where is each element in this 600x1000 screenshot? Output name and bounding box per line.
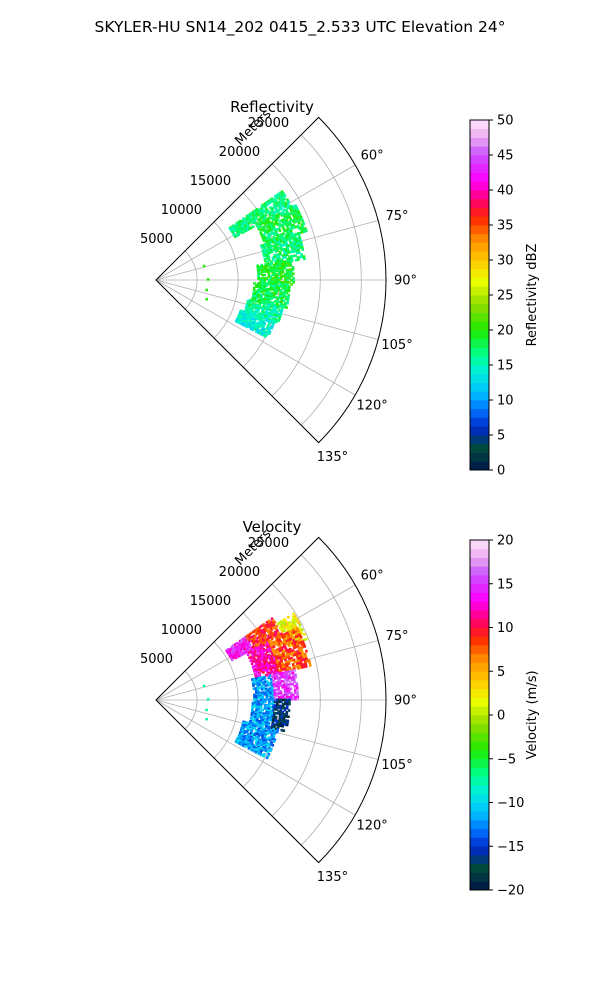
colorbar-tick-label: 10 [497, 621, 514, 636]
colorbar-tick-label: 50 [497, 114, 514, 129]
colorbar-tick-label: 40 [497, 184, 514, 199]
azimuth-tick-label: 90° [394, 274, 417, 289]
azimuth-tick-label: 75° [386, 629, 409, 644]
radial-tick-label: 15000 [190, 174, 231, 189]
azimuth-gridline [155, 279, 356, 396]
colorbar-tick-label: 10 [497, 394, 514, 409]
radial-tick-label: 20000 [219, 565, 260, 580]
radial-tick-label: 20000 [219, 145, 260, 160]
colorbar-label: Velocity (m/s) [525, 670, 540, 759]
colorbar-tick-label: 0 [497, 709, 505, 724]
colorbar-tick-label: 45 [497, 149, 514, 164]
colorbar: 0 5 10 15 20 25 30 35 40 45 50 Reflectivity dBZ [469, 114, 540, 479]
colorbar-tick-label: 30 [497, 254, 514, 269]
echo-field [202, 612, 312, 760]
azimuth-tick-label: 60° [361, 569, 384, 584]
radial-tick-label: 5000 [140, 652, 173, 667]
radial-tick-label: 15000 [190, 594, 231, 609]
panel-title: Reflectivity [230, 98, 314, 116]
colorbar: −20 −15 −10 −5 0 5 10 15 20 Velocity (m/s) [469, 534, 540, 899]
radial-tick-label: 25000 [248, 536, 289, 551]
azimuth-tick-label: 135° [317, 450, 348, 465]
colorbar-tick-label: 5 [497, 429, 505, 444]
azimuth-tick-label: 105° [381, 338, 412, 353]
reflectivity-panel: Reflectivity60°75°90°105°120°135°5000100… [140, 98, 540, 479]
radial-tick-label: 5000 [140, 232, 173, 247]
azimuth-gridline [155, 699, 379, 760]
colorbar-tick-label: 15 [497, 577, 514, 592]
colorbar-tick-label: −10 [497, 796, 524, 811]
polar-axes-frame [155, 116, 387, 444]
colorbar-tick-label: 20 [497, 324, 514, 339]
azimuth-tick-label: 120° [356, 398, 387, 413]
colorbar-tick-label: −5 [497, 752, 516, 767]
colorbar-tick-label: −20 [497, 884, 524, 899]
azimuth-tick-label: 135° [317, 870, 348, 885]
colorbar-tick-label: 0 [497, 464, 505, 479]
colorbar-label: Reflectivity dBZ [525, 244, 540, 347]
echo-field [202, 190, 308, 338]
colorbar-tick-label: 5 [497, 665, 505, 680]
colorbar-tick-label: 35 [497, 219, 514, 234]
radial-tick-label: 10000 [161, 623, 202, 638]
azimuth-tick-label: 75° [386, 209, 409, 224]
figure-title: SKYLER-HU SN14_202 0415_2.533 UTC Elevat… [95, 18, 506, 37]
panel-title: Velocity [243, 518, 302, 536]
radial-tick-label: 10000 [161, 203, 202, 218]
azimuth-gridline [155, 699, 356, 816]
azimuth-tick-label: 105° [381, 758, 412, 773]
colorbar-tick-label: 25 [497, 289, 514, 304]
colorbar-tick-label: −15 [497, 840, 524, 855]
azimuth-tick-label: 120° [356, 818, 387, 833]
colorbar-tick-label: 15 [497, 359, 514, 374]
colorbar-tick-label: 20 [497, 534, 514, 549]
azimuth-tick-label: 90° [394, 694, 417, 709]
velocity-panel: Velocity 60° 75° 90° 105° 120° 135° 5000 10000 15… [140, 518, 540, 899]
azimuth-tick-label: 60° [361, 149, 384, 164]
radial-tick-label: 25000 [248, 116, 289, 131]
polar-axes-frame [155, 536, 387, 864]
